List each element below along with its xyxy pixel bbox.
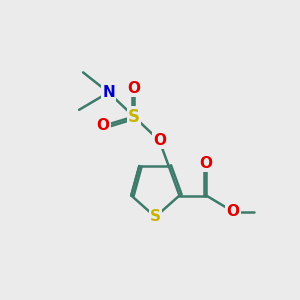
Text: O: O bbox=[97, 118, 110, 134]
Text: O: O bbox=[153, 133, 166, 148]
Text: S: S bbox=[128, 107, 140, 125]
Text: O: O bbox=[200, 156, 213, 171]
Text: O: O bbox=[128, 81, 140, 96]
Text: O: O bbox=[226, 204, 239, 219]
Text: S: S bbox=[150, 209, 161, 224]
Text: N: N bbox=[102, 85, 115, 100]
